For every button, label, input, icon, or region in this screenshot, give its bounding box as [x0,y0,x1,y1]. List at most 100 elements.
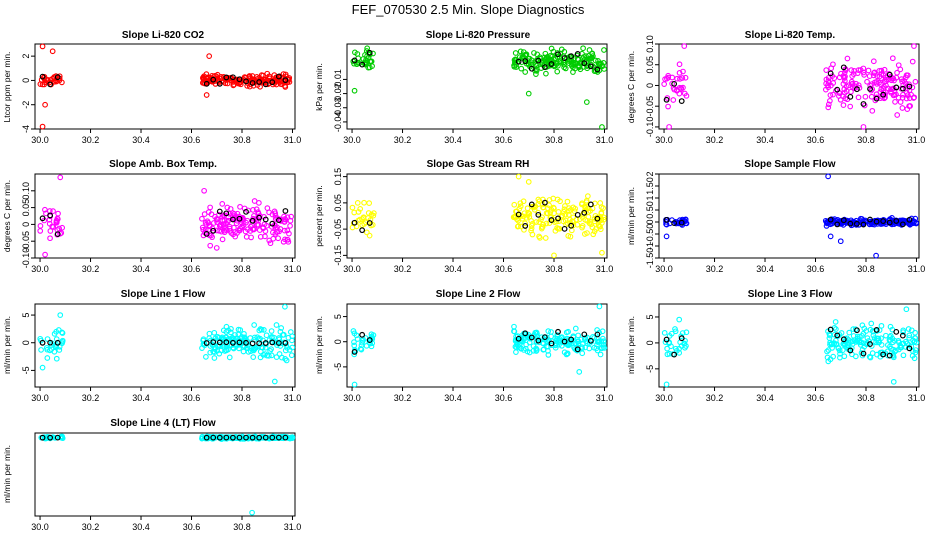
data-point [881,66,888,73]
data-point [38,347,44,353]
data-point [363,229,370,236]
panel-temp: Slope Li-820 Temp. degrees C per min. [626,30,835,123]
reference-point [275,340,282,346]
data-point [683,92,690,99]
data-point [682,74,689,81]
data-point [555,208,562,215]
data-point [864,335,871,341]
data-point [531,206,538,213]
reference-point [210,434,217,441]
reference-point [854,86,860,93]
data-point [248,345,254,351]
y-tick-label: 1.50 [645,177,655,195]
data-point [574,221,581,228]
x-tick-label: 30.2 [394,135,412,145]
data-point [590,231,597,238]
y-tick-label: -0.15 [333,245,343,266]
data-point [261,327,267,333]
data-point [860,219,867,225]
panel-title: Slope Line 4 (LT) Flow [110,418,216,429]
reference-point [873,218,880,225]
data-point [276,336,283,343]
data-point [535,196,542,203]
reference-point [39,434,46,441]
data-point [911,43,917,49]
y-tick-label: 5 [645,314,655,319]
reference-point [671,351,678,358]
data-point [561,208,567,215]
data-point [226,354,233,361]
data-point [899,78,905,85]
data-point [250,354,257,361]
x-tick-label: 30.2 [82,264,100,274]
reference-point [522,223,529,229]
data-point [370,50,376,57]
y-tick-label: 0.10 [21,182,31,200]
reference-point [47,339,54,346]
reference-point [359,227,366,234]
data-point [874,351,880,358]
data-point [220,222,227,228]
data-point [559,342,565,349]
data-point [361,199,367,206]
data-point [666,124,672,130]
data-point [600,60,607,66]
data-point [661,81,668,87]
reference-point [210,76,217,83]
data-point [219,236,226,243]
reference-point [581,60,588,67]
data-point [573,60,580,67]
x-tick-label: 31.0 [284,393,302,403]
data-point [206,223,213,229]
reference-point [834,332,841,339]
data-point [540,204,546,211]
data-point [827,233,834,240]
data-point [214,347,220,354]
data-point [897,66,904,73]
y-tick-label: -2 [21,101,31,109]
data-point [599,249,605,256]
data-point [892,99,898,105]
y-tick-label: 1 [645,195,655,200]
data-point [223,227,230,233]
data-point [358,342,365,349]
data-point [862,93,869,100]
x-tick-label: 30.6 [183,264,201,274]
data-point [885,342,891,348]
data-point [50,208,56,214]
data-point [663,381,670,388]
data-point [233,335,240,342]
reference-point [256,340,263,347]
x-tick-label: 30.4 [756,393,774,403]
panel-title: Slope Li-820 Pressure [426,30,531,41]
data-point [900,329,907,335]
data-point [601,345,608,351]
data-point [222,80,229,87]
reference-point [581,331,588,338]
data-point [823,67,830,73]
data-point [254,334,261,341]
data-point [906,103,913,109]
reference-point [522,58,529,65]
x-tick-label: 30.4 [132,135,150,145]
y-tick-label: -0.02 [333,83,343,104]
data-point [253,206,260,213]
data-point [890,346,897,353]
y-tick-label: 0.05 [645,56,655,74]
data-point [592,57,599,64]
x-tick-label: 30.2 [82,135,100,145]
reference-point [906,216,913,223]
reference-point [893,328,900,335]
data-point [546,202,552,209]
x-tick-label: 31.0 [284,135,302,145]
y-tick-label: -5 [333,363,343,371]
data-point [37,228,44,234]
reference-point [269,434,276,441]
data-point [511,328,517,335]
data-point [584,230,590,236]
data-point [44,346,51,353]
data-point [211,220,217,226]
x-tick-label: 30.2 [394,264,412,274]
data-point [39,43,46,50]
panel-pressure-plot: 30.0 30.2 30.4 30.6 30.8 31.0 -0.04-0.03-0.02-… [333,43,613,145]
